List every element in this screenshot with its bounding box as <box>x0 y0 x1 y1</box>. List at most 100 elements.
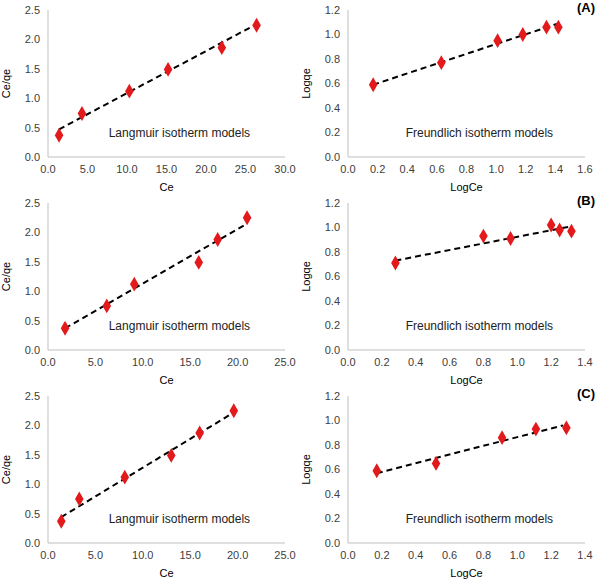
svg-text:0.2: 0.2 <box>370 163 385 175</box>
svg-text:0.8: 0.8 <box>325 439 340 451</box>
svg-text:1.4: 1.4 <box>577 549 591 561</box>
svg-text:1.2: 1.2 <box>543 549 558 561</box>
svg-text:15.0: 15.0 <box>156 163 177 175</box>
svg-text:10.0: 10.0 <box>132 549 153 561</box>
svg-text:0.5: 0.5 <box>25 122 40 134</box>
svg-text:15.0: 15.0 <box>179 356 200 368</box>
svg-text:0.4: 0.4 <box>325 295 340 307</box>
svg-text:Ce: Ce <box>159 181 173 193</box>
svg-text:Ce/qe: Ce/qe <box>8 262 12 291</box>
svg-text:0.2: 0.2 <box>325 126 340 138</box>
svg-text:5.0: 5.0 <box>80 163 95 175</box>
svg-text:25.0: 25.0 <box>235 163 256 175</box>
html-text:(A): (A) <box>577 0 595 15</box>
svg-text:0.0: 0.0 <box>340 549 355 561</box>
svg-text:1.5: 1.5 <box>25 449 40 461</box>
svg-text:0.8: 0.8 <box>476 549 491 561</box>
svg-text:2.0: 2.0 <box>25 33 40 45</box>
svg-text:5.0: 5.0 <box>88 356 103 368</box>
svg-text:0.4: 0.4 <box>325 102 340 114</box>
svg-text:20.0: 20.0 <box>227 356 248 368</box>
svg-text:1.4: 1.4 <box>577 356 591 368</box>
svg-text:0.4: 0.4 <box>408 549 423 561</box>
svg-text:0.0: 0.0 <box>325 537 340 549</box>
svg-text:1.2: 1.2 <box>325 197 340 209</box>
svg-text:1.0: 1.0 <box>510 356 525 368</box>
svg-text:0.8: 0.8 <box>459 163 474 175</box>
svg-text:2.0: 2.0 <box>25 419 40 431</box>
svg-text:Logqe: Logqe <box>300 68 312 99</box>
svg-text:0.8: 0.8 <box>325 53 340 65</box>
svg-text:1.6: 1.6 <box>577 163 591 175</box>
svg-text:0.5: 0.5 <box>25 315 40 327</box>
svg-text:1.2: 1.2 <box>543 356 558 368</box>
svg-text:1.0: 1.0 <box>325 28 340 40</box>
svg-text:0.4: 0.4 <box>325 488 340 500</box>
svg-text:0.0: 0.0 <box>25 537 40 549</box>
svg-text:0.8: 0.8 <box>325 246 340 258</box>
svg-text:2.5: 2.5 <box>25 197 40 209</box>
svg-text:0.2: 0.2 <box>325 319 340 331</box>
svg-text:25.0: 25.0 <box>274 356 295 368</box>
svg-text:0.6: 0.6 <box>429 163 444 175</box>
svg-text:0.2: 0.2 <box>325 512 340 524</box>
svg-text:2.0: 2.0 <box>25 226 40 238</box>
svg-text:1.4: 1.4 <box>548 163 563 175</box>
svg-text:20.0: 20.0 <box>195 163 216 175</box>
svg-text:0.6: 0.6 <box>325 270 340 282</box>
svg-text:1.5: 1.5 <box>25 256 40 268</box>
svg-text:30.0: 30.0 <box>274 163 295 175</box>
svg-text:25.0: 25.0 <box>274 549 295 561</box>
svg-text:1.0: 1.0 <box>325 414 340 426</box>
svg-text:1.5: 1.5 <box>25 63 40 75</box>
svg-text:0.4: 0.4 <box>408 356 423 368</box>
svg-text:0.0: 0.0 <box>340 163 355 175</box>
svg-text:Ce: Ce <box>159 567 173 579</box>
svg-text:LogCe: LogCe <box>450 567 482 579</box>
svg-text:0.6: 0.6 <box>442 549 457 561</box>
svg-text:0.0: 0.0 <box>325 344 340 356</box>
svg-text:1.0: 1.0 <box>325 221 340 233</box>
svg-text:1.0: 1.0 <box>488 163 503 175</box>
svg-text:1.2: 1.2 <box>518 163 533 175</box>
svg-text:0.6: 0.6 <box>325 77 340 89</box>
svg-text:0.0: 0.0 <box>340 356 355 368</box>
svg-text:20.0: 20.0 <box>227 549 248 561</box>
svg-text:0.8: 0.8 <box>476 356 491 368</box>
svg-text:Ce/qe: Ce/qe <box>8 69 12 98</box>
svg-text:0.0: 0.0 <box>40 356 55 368</box>
svg-text:1.2: 1.2 <box>325 390 340 402</box>
svg-text:2.5: 2.5 <box>25 4 40 16</box>
svg-text:1.0: 1.0 <box>510 549 525 561</box>
svg-text:15.0: 15.0 <box>179 549 200 561</box>
svg-text:0.0: 0.0 <box>25 151 40 163</box>
svg-text:1.0: 1.0 <box>25 285 40 297</box>
html-text:Freundlich isotherm models: Freundlich isotherm models <box>405 126 554 140</box>
svg-text:0.0: 0.0 <box>40 549 55 561</box>
svg-text:10.0: 10.0 <box>116 163 137 175</box>
svg-text:Logqe: Logqe <box>300 454 312 485</box>
svg-text:LogCe: LogCe <box>450 374 482 386</box>
svg-text:1.2: 1.2 <box>325 4 340 16</box>
svg-text:1.0: 1.0 <box>25 478 40 490</box>
svg-text:1.0: 1.0 <box>25 92 40 104</box>
svg-text:0.0: 0.0 <box>25 344 40 356</box>
html-text:(B): (B) <box>577 193 595 208</box>
svg-text:0.6: 0.6 <box>325 463 340 475</box>
svg-text:0.2: 0.2 <box>374 356 389 368</box>
svg-text:LogCe: LogCe <box>450 181 482 193</box>
svg-text:0.4: 0.4 <box>400 163 415 175</box>
svg-text:Ce: Ce <box>159 374 173 386</box>
svg-text:Ce/qe: Ce/qe <box>8 455 12 484</box>
svg-text:10.0: 10.0 <box>132 356 153 368</box>
svg-text:0.5: 0.5 <box>25 508 40 520</box>
svg-text:0.0: 0.0 <box>325 151 340 163</box>
html-text:(C): (C) <box>577 386 595 401</box>
svg-text:0.6: 0.6 <box>442 356 457 368</box>
html-text:Langmuir isotherm models: Langmuir isotherm models <box>108 126 251 140</box>
svg-text:Logqe: Logqe <box>300 261 312 292</box>
svg-text:0.2: 0.2 <box>374 549 389 561</box>
svg-text:5.0: 5.0 <box>88 549 103 561</box>
svg-text:2.5: 2.5 <box>25 390 40 402</box>
svg-text:0.0: 0.0 <box>40 163 55 175</box>
